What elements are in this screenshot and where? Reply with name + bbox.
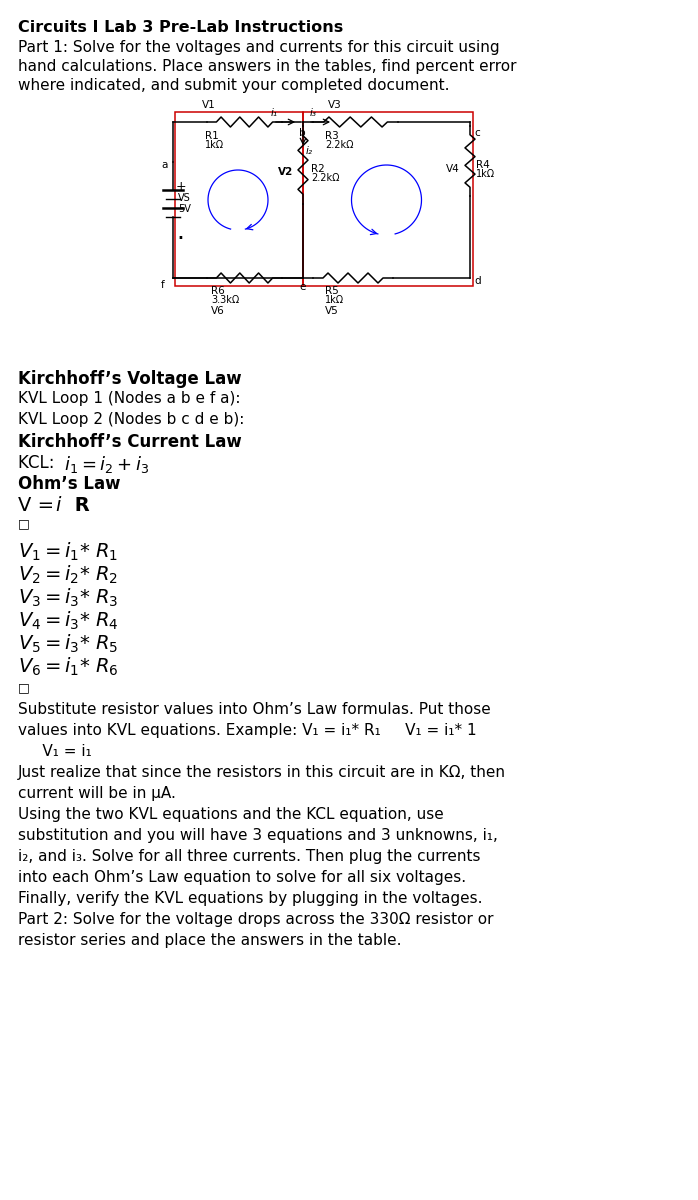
- Text: 1kΩ: 1kΩ: [325, 295, 344, 305]
- Text: Substitute resistor values into Ohm’s Law formulas. Put those: Substitute resistor values into Ohm’s La…: [18, 702, 491, 716]
- Text: where indicated, and submit your completed document.: where indicated, and submit your complet…: [18, 78, 450, 92]
- Text: substitution and you will have 3 equations and 3 unknowns, i₁,: substitution and you will have 3 equatio…: [18, 828, 498, 842]
- Text: 1kΩ: 1kΩ: [205, 140, 224, 150]
- Text: V6: V6: [211, 306, 225, 316]
- Text: V =: V =: [18, 496, 60, 515]
- Text: $i_1 = i_2 + i_3$: $i_1 = i_2 + i_3$: [64, 454, 149, 475]
- Text: V5: V5: [325, 306, 339, 316]
- Text: R2: R2: [311, 164, 325, 174]
- Text: $V_2 = i_2$$*\ R_2$: $V_2 = i_2$$*\ R_2$: [18, 564, 118, 587]
- Text: d: d: [474, 276, 481, 286]
- Text: R3: R3: [325, 131, 339, 140]
- Text: resistor series and place the answers in the table.: resistor series and place the answers in…: [18, 934, 401, 948]
- Text: hand calculations. Place answers in the tables, find percent error: hand calculations. Place answers in the …: [18, 59, 517, 74]
- Text: $V_5 = i_3$$*\ R_5$: $V_5 = i_3$$*\ R_5$: [18, 634, 118, 655]
- Text: 2.2kΩ: 2.2kΩ: [325, 140, 353, 150]
- Text: Just realize that since the resistors in this circuit are in KΩ, then: Just realize that since the resistors in…: [18, 766, 506, 780]
- Text: i₃: i₃: [310, 108, 317, 118]
- Text: i₁: i₁: [271, 108, 278, 118]
- Text: .: .: [176, 220, 184, 244]
- Text: into each Ohm’s Law equation to solve for all six voltages.: into each Ohm’s Law equation to solve fo…: [18, 870, 466, 886]
- Text: □: □: [18, 680, 30, 694]
- Text: +: +: [176, 180, 186, 193]
- Text: R5: R5: [325, 286, 339, 296]
- Text: V3: V3: [328, 100, 342, 110]
- Text: i₂: i₂: [306, 146, 313, 156]
- Text: f: f: [161, 280, 165, 290]
- Text: Finally, verify the KVL equations by plugging in the voltages.: Finally, verify the KVL equations by plu…: [18, 890, 482, 906]
- Text: $V_4 = i_3$$*\ R_4$: $V_4 = i_3$$*\ R_4$: [18, 610, 119, 632]
- Text: b: b: [299, 128, 306, 138]
- Text: 5V: 5V: [178, 204, 191, 214]
- Text: R6: R6: [211, 286, 225, 296]
- Text: Ohm’s Law: Ohm’s Law: [18, 475, 121, 493]
- Text: □: □: [18, 517, 30, 530]
- Text: $V_1 = i_1$$*\ R_1$: $V_1 = i_1$$*\ R_1$: [18, 541, 118, 563]
- Text: V4: V4: [446, 164, 460, 174]
- Text: Circuits I Lab 3 Pre-Lab Instructions: Circuits I Lab 3 Pre-Lab Instructions: [18, 20, 343, 35]
- Text: $V_6 = i_1$$*\ R_6$: $V_6 = i_1$$*\ R_6$: [18, 656, 119, 678]
- Text: Using the two KVL equations and the KCL equation, use: Using the two KVL equations and the KCL …: [18, 806, 444, 822]
- Text: $V_3 = i_3$$*\ R_3$: $V_3 = i_3$$*\ R_3$: [18, 587, 119, 610]
- Text: VS: VS: [178, 193, 191, 203]
- Text: Kirchhoff’s Voltage Law: Kirchhoff’s Voltage Law: [18, 370, 242, 388]
- Text: V1: V1: [202, 100, 216, 110]
- Text: Part 1: Solve for the voltages and currents for this circuit using: Part 1: Solve for the voltages and curre…: [18, 40, 500, 55]
- Text: a: a: [161, 160, 168, 170]
- Text: 2.2kΩ: 2.2kΩ: [311, 173, 339, 182]
- Text: KCL:: KCL:: [18, 454, 60, 472]
- Text: R: R: [68, 496, 90, 515]
- Text: 1kΩ: 1kΩ: [476, 169, 495, 179]
- Text: $i$: $i$: [55, 496, 62, 515]
- Text: values into KVL equations. Example: V₁ = i₁* R₁     V₁ = i₁* 1: values into KVL equations. Example: V₁ =…: [18, 722, 477, 738]
- Text: e: e: [299, 282, 306, 292]
- Text: V₁ = i₁: V₁ = i₁: [18, 744, 91, 758]
- Text: R1: R1: [205, 131, 218, 140]
- Text: KVL Loop 2 (Nodes b c d e b):: KVL Loop 2 (Nodes b c d e b):: [18, 412, 244, 427]
- Text: current will be in μA.: current will be in μA.: [18, 786, 176, 802]
- Text: c: c: [474, 128, 480, 138]
- Text: R4: R4: [476, 160, 490, 170]
- Text: i₂, and i₃. Solve for all three currents. Then plug the currents: i₂, and i₃. Solve for all three currents…: [18, 850, 480, 864]
- Text: V2: V2: [278, 167, 293, 176]
- Text: Part 2: Solve for the voltage drops across the 330Ω resistor or: Part 2: Solve for the voltage drops acro…: [18, 912, 493, 926]
- Text: KVL Loop 1 (Nodes a b e f a):: KVL Loop 1 (Nodes a b e f a):: [18, 391, 241, 406]
- Text: Kirchhoff’s Current Law: Kirchhoff’s Current Law: [18, 433, 242, 451]
- Text: 3.3kΩ: 3.3kΩ: [211, 295, 239, 305]
